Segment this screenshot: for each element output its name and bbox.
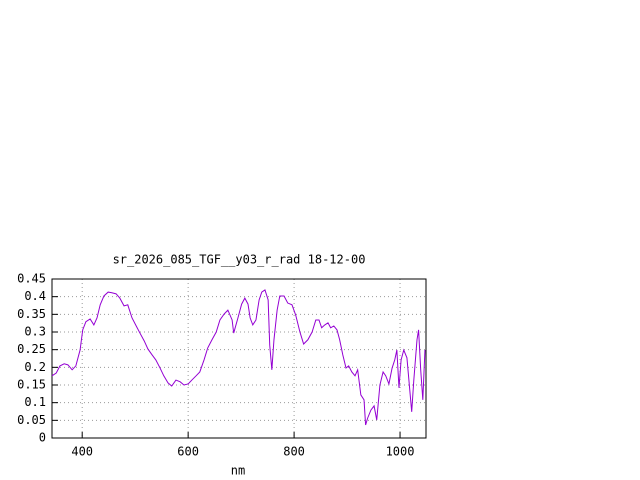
plot-border [51,278,427,439]
y-tick-label: 0.4 [24,289,46,303]
y-tick-label: 0.45 [17,272,46,286]
x-tick-label: 600 [177,445,199,459]
y-tick-label: 0.15 [17,378,46,392]
y-tick-label: 0.25 [17,342,46,356]
y-tick-label: 0 [39,431,46,445]
y-tick-label: 0.05 [17,413,46,427]
x-axis-label: nm [231,464,245,478]
chart-title: sr_2026_085_TGF__y03_r_rad 18-12-00 [113,253,366,267]
x-tick-label: 1000 [386,445,415,459]
y-tick-label: 0.35 [17,307,46,321]
y-tick-label: 0.3 [24,325,46,339]
data-line [51,289,426,426]
y-tick-label: 0.2 [24,360,46,374]
y-tick-label: 0.1 [24,395,46,409]
x-tick-label: 800 [283,445,305,459]
x-tick-label: 400 [71,445,93,459]
